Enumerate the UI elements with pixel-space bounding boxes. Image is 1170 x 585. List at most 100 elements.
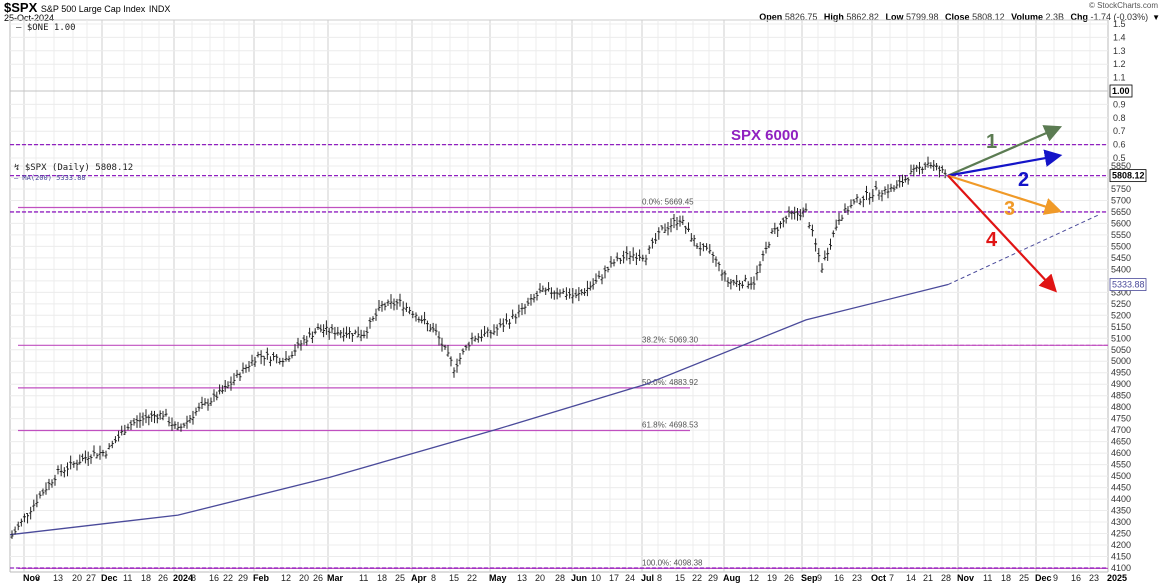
- x-tick-label: May: [489, 573, 507, 583]
- y-tick-label: 1.4: [1113, 32, 1126, 42]
- y-tick-label: 5050: [1111, 345, 1131, 355]
- x-tick-label: 26: [313, 573, 323, 583]
- ohlc-bar: Open 5826.75 High 5862.82 Low 5799.98 Cl…: [759, 12, 1160, 22]
- x-tick-label: Aug: [723, 573, 741, 583]
- x-tick-label: Apr: [411, 573, 427, 583]
- x-tick-label: 6: [35, 573, 40, 583]
- y-tick-label: 5500: [1111, 241, 1131, 251]
- y-tick-label: 4150: [1111, 551, 1131, 561]
- x-tick-label: 27: [86, 573, 96, 583]
- chg-menu-icon[interactable]: ▼: [1152, 13, 1160, 22]
- chart-date: 25-Oct-2024: [4, 13, 55, 23]
- y-tick-label: 4500: [1111, 471, 1131, 481]
- x-tick-label: 8: [431, 573, 436, 583]
- y-tick-label: 4950: [1111, 368, 1131, 378]
- brand-watermark: © StockCharts.com: [1088, 1, 1158, 10]
- symbol-title: $SPX S&P 500 Large Cap Index INDX: [4, 0, 171, 15]
- x-tick-label: 7: [889, 573, 894, 583]
- x-tick-label: Mar: [327, 573, 344, 583]
- x-tick-label: 20: [299, 573, 309, 583]
- y-tick-label: 5850: [1111, 161, 1131, 171]
- y-tick-label: 1.5: [1113, 19, 1126, 29]
- y-tick-label: 4100: [1111, 563, 1131, 573]
- y-tick-label: 4200: [1111, 540, 1131, 550]
- y-tick-label: 5550: [1111, 230, 1131, 240]
- y-tick-label: 4400: [1111, 494, 1131, 504]
- close-value: 5808.12: [972, 12, 1005, 22]
- x-tick-label: Jun: [571, 573, 587, 583]
- x-tick-label: 18: [1001, 573, 1011, 583]
- y-tick-label: 1.3: [1113, 46, 1126, 56]
- y-tick-label: 5300: [1111, 287, 1131, 297]
- price-legend: ↯ $SPX (Daily) 5808.12: [14, 163, 133, 173]
- x-tick-label: 23: [1089, 573, 1099, 583]
- y-tick-label: 0.5: [1113, 153, 1126, 163]
- grid-vertical: [23, 20, 1091, 572]
- fib-label: 50.0%: 4883.92: [642, 378, 699, 387]
- x-tick-label: 9: [817, 573, 822, 583]
- scenario-arrow-1: 1: [947, 125, 1063, 177]
- x-tick-label: 18: [141, 573, 151, 583]
- x-tick-label: 12: [749, 573, 759, 583]
- x-tick-label: Jul: [641, 573, 654, 583]
- y-tick-label: 4600: [1111, 448, 1131, 458]
- fib-label: 38.2%: 5069.30: [642, 335, 699, 344]
- volume-label: Volume: [1011, 12, 1043, 22]
- x-tick-label: 25: [395, 573, 405, 583]
- y-tick-label: 1.1: [1113, 73, 1126, 83]
- y-tick-label: 5000: [1111, 356, 1131, 366]
- y-tick-label: 5750: [1111, 184, 1131, 194]
- dashed-levels: [10, 143, 1108, 569]
- ma200-line: [9, 283, 949, 536]
- fib-label: 61.8%: 4698.53: [642, 420, 699, 429]
- low-label: Low: [885, 12, 904, 22]
- scenario-arrow-4: 4: [947, 174, 1058, 293]
- x-tick-label: 11: [123, 573, 132, 583]
- scenario-label: 1: [986, 131, 997, 153]
- x-tick-label: 16: [209, 573, 219, 583]
- x-tick-label: 8: [657, 573, 662, 583]
- y-tick-label: 4300: [1111, 517, 1131, 527]
- fibonacci-levels: 0.0%: 5669.45 38.2%: 5069.30 50.0%: 4883.9…: [18, 197, 1108, 569]
- x-tick-label: Dec: [1035, 573, 1052, 583]
- y-tick-label: 0.7: [1113, 126, 1126, 136]
- x-tick-label: 10: [591, 573, 601, 583]
- x-tick-label: 11: [983, 573, 992, 583]
- ma-price-tag: 5333.88: [1109, 278, 1147, 291]
- fib-label: 100.0%: 4098.38: [642, 558, 703, 567]
- x-tick-label: 28: [555, 573, 565, 583]
- x-tick-label: 28: [941, 573, 951, 583]
- high-value: 5862.82: [846, 12, 879, 22]
- scenario-arrow-3: 3: [947, 174, 1063, 220]
- x-tick-label: Feb: [253, 573, 270, 583]
- scenario-label: 2: [1018, 169, 1029, 191]
- x-tick-label: 15: [675, 573, 685, 583]
- volume-value: 2.3B: [1045, 12, 1065, 22]
- x-tick-label: 22: [223, 573, 233, 583]
- close-price-tag: 5808.12: [1109, 169, 1147, 183]
- y-tick-label: 0.8: [1113, 113, 1126, 123]
- x-tick-label: 13: [517, 573, 527, 583]
- x-tick-label: 2025: [1107, 573, 1127, 583]
- x-tick-label: 20: [535, 573, 545, 583]
- x-tick-label: 29: [238, 573, 248, 583]
- y-tick-label: 1.2: [1113, 59, 1126, 69]
- scenario-label: 3: [1004, 198, 1015, 220]
- ma-legend: — MA(200) 5333.88: [14, 174, 86, 182]
- y-tick-label: 4350: [1111, 506, 1131, 516]
- x-tick-label: Nov: [957, 573, 974, 583]
- spx6000-label: SPX 6000: [731, 127, 799, 144]
- open-label: Open: [759, 12, 783, 22]
- x-tick-label: 22: [692, 573, 702, 583]
- x-tick-label: 16: [1071, 573, 1081, 583]
- svg-text:5808.12: 5808.12: [1112, 171, 1145, 181]
- x-tick-label: 22: [467, 573, 477, 583]
- scenario-label: 4: [986, 229, 998, 251]
- y-tick-label: 4700: [1111, 425, 1131, 435]
- x-tick-label: 25: [1019, 573, 1029, 583]
- svg-text:5333.88: 5333.88: [1112, 280, 1145, 290]
- grid-horizontal: [10, 23, 1108, 569]
- y-axis-upper: 1.5 1.4 1.3 1.2 1.1 0.9 0.8 0.7 0.6 0.5: [1113, 19, 1126, 163]
